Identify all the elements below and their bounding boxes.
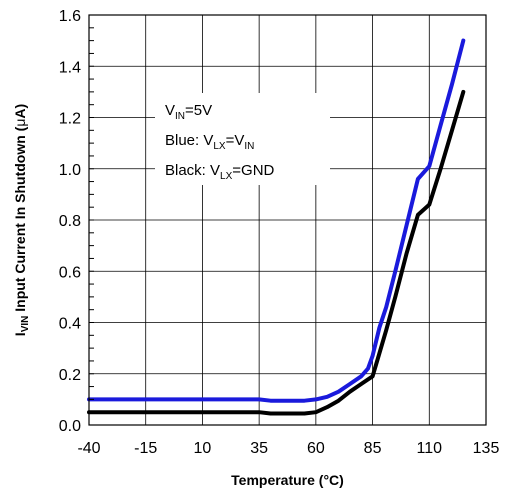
y-title-part: Input Current In Shutdown (	[12, 126, 28, 315]
y-axis-title: IVIN Input Current In Shutdown (μA)	[12, 104, 31, 336]
x-tick-label: -40	[77, 440, 100, 457]
y-tick-label: 1.6	[59, 8, 81, 25]
x-tick-label: 135	[473, 440, 500, 457]
y-tick-label: 1.4	[59, 59, 81, 76]
black-series-line	[87, 89, 466, 416]
y-title-mu: μ	[12, 119, 28, 127]
x-tick-label: -15	[134, 440, 157, 457]
tick-marks	[89, 14, 94, 426]
grid-lines	[88, 14, 487, 426]
annotation-background	[155, 93, 330, 185]
y-title-part: I	[12, 332, 28, 336]
y-tick-label: 0.0	[59, 418, 81, 435]
y-tick-label: 0.2	[59, 367, 81, 384]
annotation-box: VIN=5V Blue: VLX=VIN Black: VLX=GND	[155, 93, 330, 185]
x-tick-labels: -40 -15 10 35 60 85 110 135	[77, 440, 499, 457]
x-tick-label: 60	[307, 440, 325, 457]
y-tick-label: 1.0	[59, 162, 81, 179]
x-axis-title: Temperature (°C)	[231, 472, 344, 488]
annotation-line-2: Blue: VLX=VIN	[165, 132, 254, 152]
y-title-part: A)	[12, 104, 28, 119]
y-tick-label: 0.8	[59, 213, 81, 230]
y-tick-label: 1.2	[59, 111, 81, 128]
annotation-line-1: VIN=5V	[165, 102, 212, 122]
x-tick-label: 10	[194, 440, 212, 457]
x-tick-label: 85	[364, 440, 382, 457]
data-series	[87, 38, 466, 416]
y-tick-label: 0.4	[59, 316, 81, 333]
y-title-subscript: VIN	[20, 316, 31, 333]
x-tick-label: 110	[417, 440, 443, 457]
y-tick-labels: 0.0 0.2 0.4 0.6 0.8 1.0 1.2 1.4 1.6	[59, 8, 81, 435]
blue-series-line	[87, 38, 466, 403]
annotation-line-3: Black: VLX=GND	[165, 162, 275, 182]
x-tick-label: 35	[250, 440, 268, 457]
y-tick-label: 0.6	[59, 264, 81, 281]
